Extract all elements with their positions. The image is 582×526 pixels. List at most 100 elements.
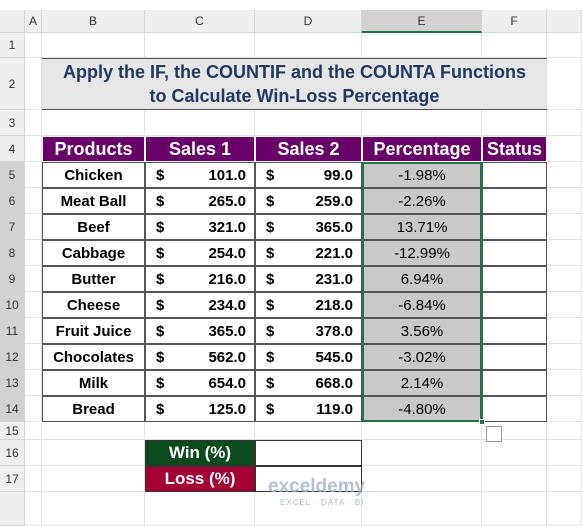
table-header: Percentage bbox=[362, 136, 482, 162]
percentage-cell: -1.98% bbox=[362, 162, 482, 188]
status-cell bbox=[482, 240, 547, 266]
cell bbox=[25, 318, 42, 344]
cell bbox=[145, 422, 255, 440]
row-header: 12 bbox=[0, 344, 25, 370]
watermark-brand: exceldemy bbox=[268, 476, 366, 497]
amount: 545.0 bbox=[315, 348, 353, 366]
amount: 216.0 bbox=[208, 270, 246, 288]
amount: 254.0 bbox=[208, 244, 246, 262]
sales-cell: $231.0 bbox=[255, 266, 362, 292]
status-cell bbox=[482, 162, 547, 188]
column-header: A bbox=[25, 10, 42, 33]
cell bbox=[25, 214, 42, 240]
cell bbox=[255, 422, 362, 440]
selection bbox=[362, 162, 482, 422]
cell bbox=[547, 240, 582, 266]
watermark-tagline: EXCEL · DATA · BI bbox=[280, 497, 365, 507]
product-cell: Fruit Juice bbox=[42, 318, 145, 344]
table-header: Sales 2 bbox=[255, 136, 362, 162]
sales-cell: $101.0 bbox=[145, 162, 255, 188]
sales-cell: $321.0 bbox=[145, 214, 255, 240]
row-header: 15 bbox=[0, 422, 25, 440]
amount: 259.0 bbox=[315, 192, 353, 210]
product-cell: Meat Ball bbox=[42, 188, 145, 214]
sales-cell: $119.0 bbox=[255, 396, 362, 422]
summary-label: Win (%) bbox=[145, 440, 255, 466]
amount: 654.0 bbox=[208, 374, 246, 392]
row-header: 14 bbox=[0, 396, 25, 422]
amount: 321.0 bbox=[208, 218, 246, 236]
title-box: Apply the IF, the COUNTIF and the COUNTA… bbox=[42, 58, 547, 110]
amount: 125.0 bbox=[208, 400, 246, 418]
currency-symbol: $ bbox=[156, 400, 165, 418]
cell bbox=[482, 440, 547, 466]
cell bbox=[25, 266, 42, 292]
row-header bbox=[0, 492, 25, 526]
amount: 365.0 bbox=[315, 218, 353, 236]
cell bbox=[547, 492, 582, 526]
cell bbox=[145, 492, 255, 526]
cell bbox=[362, 466, 482, 492]
currency-symbol: $ bbox=[156, 322, 165, 340]
amount: 119.0 bbox=[316, 400, 353, 418]
sales-cell: $216.0 bbox=[145, 266, 255, 292]
column-header: E bbox=[362, 10, 482, 33]
cell bbox=[25, 396, 42, 422]
sales-cell: $259.0 bbox=[255, 188, 362, 214]
cell bbox=[547, 422, 582, 440]
currency-symbol: $ bbox=[266, 296, 275, 314]
currency-symbol: $ bbox=[266, 166, 275, 184]
sales-cell: $125.0 bbox=[145, 396, 255, 422]
cell bbox=[547, 440, 582, 466]
summary-value bbox=[255, 440, 362, 466]
percentage-cell: 2.14% bbox=[362, 370, 482, 396]
cell bbox=[42, 466, 145, 492]
cell bbox=[547, 136, 582, 162]
column-header: D bbox=[255, 10, 362, 33]
status-cell bbox=[482, 292, 547, 318]
sales-cell: $562.0 bbox=[145, 344, 255, 370]
sales-cell: $254.0 bbox=[145, 240, 255, 266]
corner bbox=[0, 10, 25, 33]
cell bbox=[547, 162, 582, 188]
currency-symbol: $ bbox=[156, 374, 165, 392]
currency-symbol: $ bbox=[266, 244, 275, 262]
summary-value bbox=[255, 466, 362, 492]
currency-symbol: $ bbox=[266, 322, 275, 340]
percentage-cell: 3.56% bbox=[362, 318, 482, 344]
cell bbox=[42, 422, 145, 440]
cell bbox=[25, 136, 42, 162]
amount: 365.0 bbox=[208, 322, 246, 340]
row-header: 11 bbox=[0, 318, 25, 344]
cell bbox=[547, 33, 582, 58]
cell bbox=[547, 396, 582, 422]
cell bbox=[42, 33, 145, 58]
amount: 218.0 bbox=[315, 296, 353, 314]
product-cell: Beef bbox=[42, 214, 145, 240]
cell bbox=[547, 466, 582, 492]
currency-symbol: $ bbox=[156, 296, 165, 314]
cell bbox=[42, 110, 145, 136]
cell bbox=[482, 492, 547, 526]
cell bbox=[25, 466, 42, 492]
cell bbox=[42, 492, 145, 526]
cell bbox=[547, 344, 582, 370]
cell bbox=[25, 292, 42, 318]
sales-cell: $545.0 bbox=[255, 344, 362, 370]
amount: 231.0 bbox=[315, 270, 353, 288]
cell bbox=[25, 422, 42, 440]
currency-symbol: $ bbox=[266, 400, 275, 418]
row-header: 13 bbox=[0, 370, 25, 396]
status-cell bbox=[482, 266, 547, 292]
status-cell bbox=[482, 214, 547, 240]
currency-symbol: $ bbox=[266, 348, 275, 366]
cell bbox=[482, 33, 547, 58]
cell bbox=[25, 440, 42, 466]
row-header: 7 bbox=[0, 214, 25, 240]
title-text: to Calculate Win-Loss Percentage bbox=[149, 86, 440, 106]
column-header: B bbox=[42, 10, 145, 33]
cell bbox=[482, 466, 547, 492]
sales-cell: $221.0 bbox=[255, 240, 362, 266]
cell bbox=[547, 188, 582, 214]
cell bbox=[25, 344, 42, 370]
